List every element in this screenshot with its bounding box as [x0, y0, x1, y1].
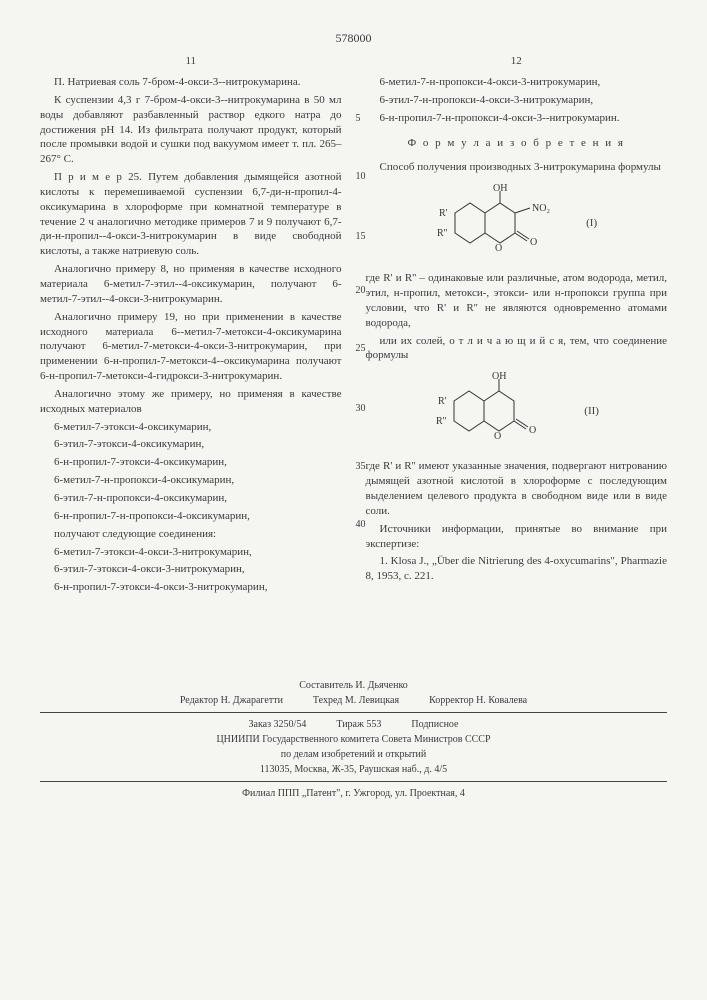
list-item: получают следующие соединения:: [40, 527, 342, 542]
line-num: 10: [356, 172, 366, 182]
list-item: 6-метил-7-этокси-4-оксикумарин,: [40, 420, 342, 435]
list-item: 6-метил-7-этокси-4-окси-3-нитрокумарин,: [40, 545, 342, 560]
address: 113035, Москва, Ж-35, Раушская наб., д. …: [40, 762, 667, 777]
list-item: 6-метил-7-н-пропокси-4-окси-3-нитрокумар…: [366, 75, 668, 90]
sources-heading: Источники информации, принятые во вниман…: [366, 522, 668, 552]
list-item: 6-н-пропил-7-этокси-4-оксикумарин,: [40, 455, 342, 470]
claim-text: где R' и R'' имеют указанные значения, п…: [366, 459, 668, 518]
list-item: 6-метил-7-н-пропокси-4-оксикумарин,: [40, 473, 342, 488]
claim-text: Способ получения производных 3-нитрокума…: [366, 160, 668, 175]
para: П р и м е р 25. Путем добавления дымящей…: [40, 170, 342, 259]
list-item: 6-этил-7-н-пропокси-4-оксикумарин,: [40, 491, 342, 506]
svg-text:OH: OH: [493, 183, 507, 194]
list-item: 6-этил-7-н-пропокси-4-окси-3-нитрокумари…: [366, 93, 668, 108]
list-item: 6-этил-7-этокси-4-окси-3-нитрокумарин,: [40, 562, 342, 577]
list-item: 6-этил-7-этокси-4-оксикумарин,: [40, 437, 342, 452]
corrector: Корректор Н. Ковалева: [429, 693, 527, 708]
order-num: Заказ 3250/54: [249, 717, 307, 732]
svg-text:O: O: [494, 431, 501, 442]
line-num: 15: [356, 232, 366, 242]
columns: 11 П. Натриевая соль 7-бром-4-окси-3--ни…: [40, 54, 667, 598]
claim-text: где R' и R'' – одинаковые или различные,…: [366, 271, 668, 330]
divider: [40, 712, 667, 713]
svg-text:O: O: [495, 243, 502, 254]
reference: 1. Klosa J., „Über die Nitrierung des 4-…: [366, 554, 668, 584]
svg-text:O: O: [530, 237, 537, 248]
claim-text: или их солей, о т л и ч а ю щ и й с я, т…: [366, 334, 668, 364]
signature: Подписное: [411, 717, 458, 732]
formula-label: (I): [586, 216, 597, 231]
line-num: 40: [356, 520, 366, 530]
document-number: 578000: [40, 30, 667, 46]
left-column: 11 П. Натриевая соль 7-бром-4-окси-3--ни…: [40, 54, 342, 598]
line-num: 30: [356, 404, 366, 414]
para: П. Натриевая соль 7-бром-4-окси-3--нитро…: [40, 75, 342, 90]
line-num: 35: [356, 462, 366, 472]
techred: Техред М. Левицкая: [313, 693, 399, 708]
composer: Составитель И. Дьяченко: [40, 678, 667, 693]
footer: Составитель И. Дьяченко Редактор Н. Джар…: [40, 678, 667, 801]
editor: Редактор Н. Джарагетти: [180, 693, 283, 708]
svg-text:R'': R'': [436, 416, 446, 427]
para: Аналогично примеру 8, но применяя в каче…: [40, 262, 342, 307]
list-item: 6-н-пропил-7-н-пропокси-4-оксикумарин,: [40, 509, 342, 524]
chem-structure-icon: R' R'' OH O O: [434, 371, 574, 451]
list-item: 6-н-пропил-7-этокси-4-окси-3-нитрокумари…: [40, 580, 342, 595]
org-line: по делам изобретений и открытий: [40, 747, 667, 762]
org-line: ЦНИИПИ Государственного комитета Совета …: [40, 732, 667, 747]
svg-text:R'': R'': [437, 228, 447, 239]
formula-1: R' R'' OH NO₂ O O (I): [366, 183, 668, 263]
formula-2: R' R'' OH O O (II): [366, 371, 668, 451]
chem-structure-icon: R' R'' OH NO₂ O O: [435, 183, 575, 263]
para: Аналогично примеру 19, но при применении…: [40, 310, 342, 384]
line-num: 25: [356, 344, 366, 354]
svg-text:R': R': [438, 396, 447, 407]
left-col-num: 11: [40, 54, 342, 69]
printer: Филиал ППП „Патент", г. Ужгород, ул. Про…: [40, 786, 667, 801]
divider: [40, 781, 667, 782]
right-col-num: 12: [366, 54, 668, 69]
tirage: Тираж 553: [336, 717, 381, 732]
list-item: 6-н-пропил-7-н-пропокси-4-окси-3--нитрок…: [366, 111, 668, 126]
para: К суспензии 4,3 г 7-бром-4-окси-3--нитро…: [40, 93, 342, 167]
line-num: 5: [356, 114, 361, 124]
claims-heading: Ф о р м у л а и з о б р е т е н и я: [366, 136, 668, 151]
svg-text:OH: OH: [492, 371, 506, 382]
right-column: 12 6-метил-7-н-пропокси-4-окси-3-нитроку…: [366, 54, 668, 598]
formula-label: (II): [584, 404, 599, 419]
svg-text:O: O: [529, 425, 536, 436]
svg-text:R': R': [439, 208, 448, 219]
line-num: 20: [356, 286, 366, 296]
para: Аналогично этому же примеру, но применяя…: [40, 387, 342, 417]
svg-text:NO₂: NO₂: [532, 203, 550, 214]
